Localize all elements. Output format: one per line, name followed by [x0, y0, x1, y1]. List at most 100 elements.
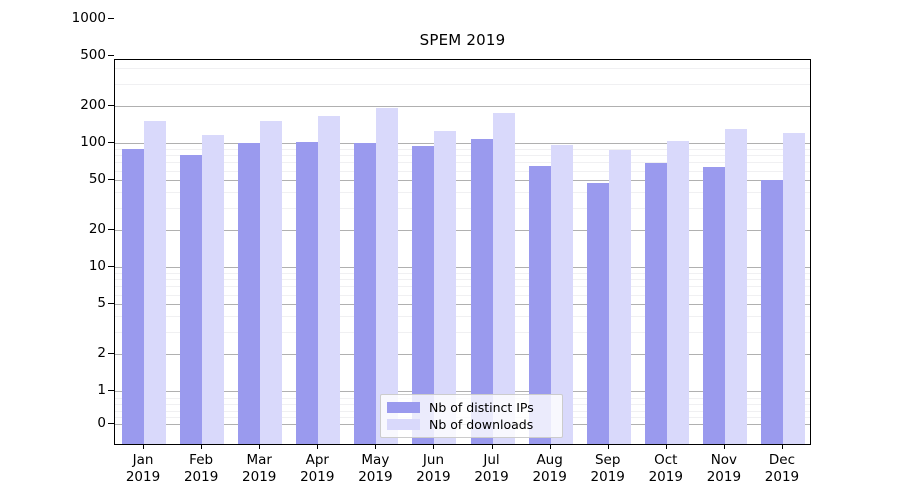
plot-area [114, 59, 811, 445]
gridline-minor [115, 207, 810, 209]
gridline-major [115, 353, 810, 355]
gridline-major [115, 229, 810, 231]
y-axis-tick-mark [108, 266, 114, 267]
x-axis-tick-mark [607, 445, 609, 449]
bar-dl-2 [202, 135, 225, 444]
gridline-major [115, 391, 810, 392]
y-axis-tick-mark [108, 18, 114, 19]
chart-title: SPEM 2019 [419, 31, 506, 49]
bar-dl-6 [434, 130, 457, 444]
bar-ips-9 [586, 182, 609, 444]
y-axis-tick-mark [108, 352, 114, 354]
gridline-minor [115, 316, 810, 318]
gridline-major [115, 180, 810, 182]
bar-dl-9 [608, 149, 631, 444]
bar-dl-11 [724, 128, 747, 444]
legend-swatch-icon [387, 402, 420, 413]
gridline-minor [115, 155, 810, 157]
y-axis-tick-label: 200 [80, 96, 106, 113]
gridline-major [115, 267, 810, 268]
x-axis-tick-mark [549, 445, 551, 449]
bar-ips-12 [760, 180, 783, 444]
x-axis-tick-mark [781, 445, 783, 449]
bar-ips-3 [238, 143, 261, 444]
x-axis-tick-label: Mar 2019 [242, 452, 277, 485]
y-axis-tick-mark [108, 142, 114, 143]
x-axis-tick-mark [665, 445, 667, 449]
x-axis-tick-label: Nov 2019 [706, 452, 742, 485]
bar-ips-11 [702, 167, 725, 444]
y-axis-tick-mark [108, 390, 114, 391]
bar-ips-10 [644, 162, 667, 444]
legend-item-1[interactable]: Nb of distinct IPs [387, 399, 556, 416]
x-axis-tick-mark [143, 445, 145, 449]
y-axis-tick-mark [108, 104, 114, 106]
gridline-minor [115, 68, 810, 70]
bar-dl-7 [492, 112, 515, 444]
x-axis-tick-label: Jan 2019 [125, 452, 161, 485]
y-axis-tick-label: 2 [97, 344, 106, 361]
gridline-minor [115, 192, 810, 194]
bar-ips-2 [180, 155, 203, 444]
bar-ips-4 [296, 141, 319, 444]
x-axis-tick-label: Dec 2019 [764, 452, 800, 485]
y-axis-tick-label: 500 [80, 47, 106, 64]
legend-label: Nb of distinct IPs [429, 400, 534, 415]
gridline-minor [115, 170, 810, 172]
bar-ips-1 [122, 148, 145, 444]
y-axis-tick-label: 1000 [71, 10, 106, 26]
bar-dl-4 [318, 116, 341, 444]
bar-dl-8 [550, 145, 573, 444]
gridline-minor [115, 272, 810, 274]
x-axis-tick-mark [491, 445, 493, 449]
y-axis-tick-mark [108, 55, 114, 57]
gridline-minor [115, 286, 810, 288]
y-axis-tick-mark [108, 423, 114, 424]
bar-dl-12 [782, 133, 805, 444]
x-axis-tick-mark [259, 445, 261, 449]
x-axis-tick-label: Sep 2019 [590, 452, 625, 485]
y-axis-tick-label: 10 [88, 258, 106, 274]
x-axis-tick-label: May 2019 [358, 452, 393, 485]
bar-dl-10 [666, 141, 689, 444]
gridline-minor [115, 162, 810, 164]
gridline-minor [115, 331, 810, 333]
gridline-major [115, 105, 810, 107]
y-axis-tick-label: 1 [97, 382, 106, 398]
x-axis-tick-label: Apr 2019 [300, 452, 335, 485]
bar-ips-5 [354, 143, 377, 444]
x-axis-tick-mark [317, 445, 319, 449]
bar-dl-5 [376, 108, 399, 444]
y-axis-tick-label: 100 [80, 134, 106, 150]
x-axis-tick-label: Aug 2019 [532, 452, 567, 485]
gridline-minor [115, 294, 810, 296]
y-axis-tick-mark [108, 228, 114, 230]
y-axis-tick-label: 5 [97, 295, 106, 312]
y-axis-tick-mark [108, 303, 114, 305]
legend-item-2[interactable]: Nb of downloads [387, 416, 556, 433]
gridline-minor [115, 148, 810, 150]
x-axis-tick-mark [201, 445, 203, 449]
chart-legend[interactable]: Nb of distinct IPs Nb of downloads [380, 394, 563, 438]
y-axis-tick-label: 20 [88, 220, 106, 237]
x-axis-tick-mark [723, 445, 725, 449]
legend-swatch-icon [387, 419, 420, 430]
y-axis-tick-labels: 0 1 2 5 10 20 50 100 200 500 1000 [0, 0, 106, 500]
x-axis-tick-label: Jul 2019 [474, 452, 509, 485]
y-axis-tick-mark [108, 179, 114, 181]
gridline-minor [115, 279, 810, 281]
legend-label: Nb of downloads [429, 417, 534, 432]
gridline-major [115, 143, 810, 144]
y-axis-tick-label: 0 [97, 415, 106, 431]
bar-ips-8 [528, 166, 551, 444]
y-axis-tick-label: 50 [88, 171, 106, 188]
bar-ips-7 [470, 139, 493, 444]
x-axis-tick-label: Feb 2019 [183, 452, 219, 485]
gridline-major [115, 304, 810, 306]
x-axis-tick-mark [433, 445, 435, 449]
bar-dl-3 [260, 121, 283, 444]
x-axis-tick-mark [375, 445, 377, 449]
gridline-minor [115, 83, 810, 85]
bar-dl-1 [144, 121, 167, 444]
